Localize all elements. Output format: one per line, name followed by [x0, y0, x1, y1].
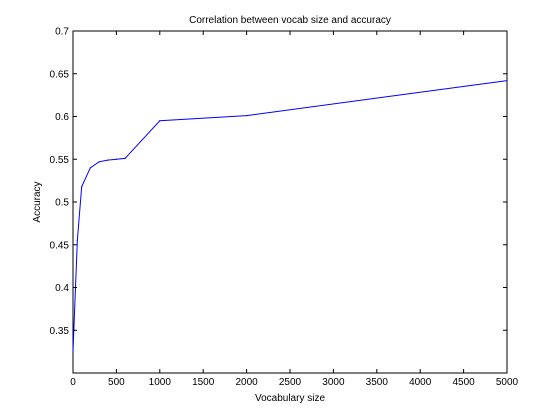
data-point [159, 120, 161, 122]
x-tick-label: 3500 [366, 377, 389, 388]
x-tick-label: 4000 [409, 377, 432, 388]
data-point [89, 167, 91, 169]
x-tick-label: 2000 [235, 377, 258, 388]
y-axis-label: Accuracy [32, 181, 43, 222]
data-point [98, 161, 100, 163]
x-tick-label: 2500 [279, 377, 302, 388]
y-tick-label: 0.6 [55, 112, 69, 123]
y-tick-label: 0.4 [55, 283, 69, 294]
data-point [124, 157, 126, 159]
data-point [72, 351, 74, 353]
y-axis: 0.35 0.4 0.45 0.5 0.55 0.6 0.65 0.7 [50, 27, 507, 337]
y-tick-label: 0.5 [55, 198, 69, 209]
data-point [115, 158, 117, 160]
y-tick-label: 0.65 [50, 69, 70, 80]
data-point [506, 79, 508, 82]
y-tick-label: 0.35 [50, 326, 70, 337]
x-tick-label: 3000 [322, 377, 345, 388]
x-tick-label: 1500 [192, 377, 215, 388]
y-tick-label: 0.7 [55, 27, 69, 38]
data-point [76, 239, 78, 242]
chart-title: Correlation between vocab size and accur… [189, 15, 391, 26]
x-tick-label: 4500 [452, 377, 475, 388]
data-point [107, 159, 109, 161]
x-tick-label: 1000 [149, 377, 172, 388]
y-tick-label: 0.55 [50, 155, 70, 166]
x-axis: 0 500 1000 1500 2000 2500 3000 3500 4000 4500 5000 [70, 31, 519, 388]
y-tick-label: 0.45 [50, 240, 70, 251]
data-point [246, 115, 248, 117]
x-tick-label: 5000 [496, 377, 519, 388]
x-tick-label: 0 [70, 377, 76, 388]
x-tick-label: 500 [108, 377, 125, 388]
x-axis-label: Vocabulary size [255, 393, 325, 404]
data-point [81, 186, 83, 188]
